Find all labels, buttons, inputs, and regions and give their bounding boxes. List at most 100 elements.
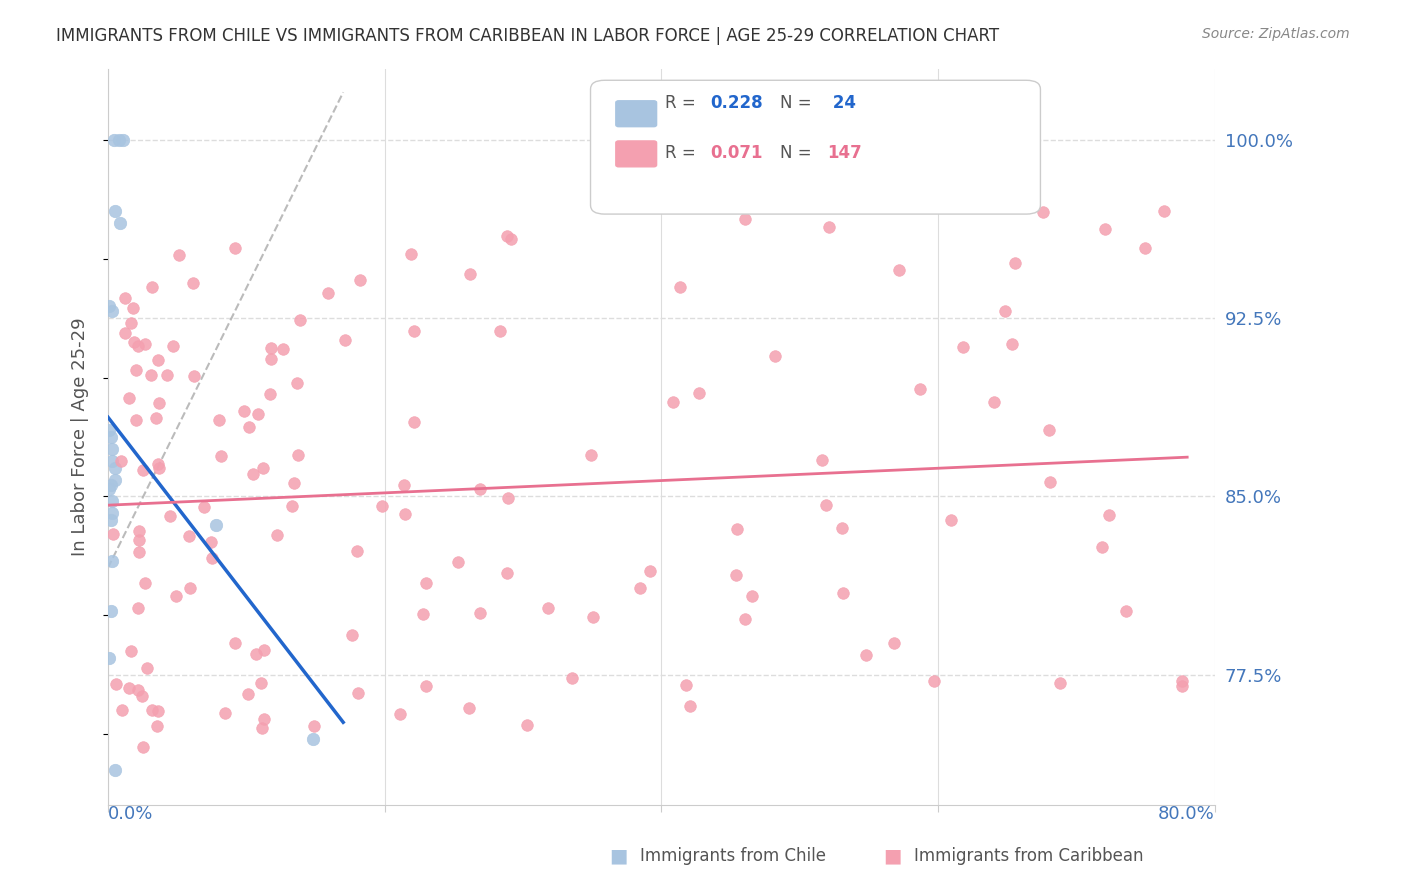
Point (121, 301, 143, 316)
Text: N =: N = (780, 94, 817, 112)
Point (135, 661, 157, 675)
Point (100, 513, 122, 527)
Point (101, 506, 124, 520)
Point (817, 219, 839, 234)
Point (1171, 679, 1194, 693)
Point (1032, 205, 1054, 219)
Point (128, 545, 150, 559)
Point (127, 601, 149, 615)
Point (148, 460, 170, 475)
Point (104, 763, 127, 777)
Text: Immigrants from Chile: Immigrants from Chile (640, 847, 825, 865)
Point (1098, 508, 1121, 523)
Point (98, 423, 121, 437)
Point (238, 420, 260, 434)
Point (165, 589, 187, 603)
Point (468, 606, 491, 620)
Point (1038, 423, 1060, 437)
Point (675, 678, 697, 692)
Point (347, 685, 370, 699)
Point (110, 216, 132, 230)
Point (638, 564, 661, 578)
Point (200, 534, 222, 549)
Point (669, 279, 692, 293)
Point (831, 521, 853, 535)
Point (193, 500, 215, 515)
Y-axis label: In Labor Force | Age 25-29: In Labor Force | Age 25-29 (72, 318, 89, 557)
Point (288, 312, 311, 326)
Point (402, 415, 425, 429)
Point (285, 376, 308, 391)
Point (458, 267, 481, 281)
Point (250, 721, 273, 735)
Point (101, 304, 124, 318)
Point (415, 679, 437, 693)
Point (179, 581, 201, 595)
Point (128, 524, 150, 539)
Point (939, 513, 962, 527)
Point (1004, 256, 1026, 270)
Point (134, 337, 156, 351)
Text: R =: R = (665, 94, 702, 112)
Text: N =: N = (780, 145, 817, 162)
Point (810, 452, 832, 467)
Point (236, 687, 259, 701)
Point (560, 671, 582, 685)
Point (114, 326, 136, 341)
Point (952, 340, 974, 354)
Point (415, 576, 437, 591)
Point (412, 607, 434, 621)
Point (628, 581, 651, 595)
Text: 147: 147 (827, 145, 862, 162)
Point (662, 395, 685, 409)
Point (883, 635, 905, 649)
Point (103, 527, 125, 541)
Point (333, 333, 356, 347)
Point (162, 339, 184, 353)
Point (100, 430, 122, 444)
Point (252, 461, 274, 475)
Point (108, 133, 131, 147)
Point (118, 391, 141, 405)
Point (537, 600, 560, 615)
Point (245, 647, 267, 661)
Point (302, 719, 325, 733)
Point (349, 272, 371, 286)
Point (156, 368, 179, 382)
Point (114, 291, 136, 305)
Point (1091, 540, 1114, 554)
Point (125, 362, 148, 376)
Point (104, 461, 127, 475)
Point (131, 689, 153, 703)
Point (496, 566, 519, 580)
Point (205, 518, 228, 533)
Point (209, 449, 232, 463)
Point (104, 204, 127, 219)
Point (1153, 204, 1175, 219)
Point (112, 133, 135, 147)
Point (259, 341, 281, 355)
Point (392, 477, 415, 491)
Point (110, 454, 132, 468)
Point (271, 342, 294, 356)
Point (1039, 475, 1062, 489)
Point (183, 369, 205, 384)
Point (214, 706, 236, 720)
Point (148, 457, 170, 471)
Point (120, 316, 142, 330)
Point (100, 477, 122, 491)
Text: Immigrants from Caribbean: Immigrants from Caribbean (914, 847, 1143, 865)
Point (458, 701, 481, 715)
Point (145, 411, 167, 425)
Point (446, 554, 468, 568)
Point (145, 719, 167, 733)
Point (496, 491, 519, 505)
Point (260, 352, 283, 367)
Point (242, 467, 264, 481)
Point (146, 353, 169, 368)
Point (908, 382, 931, 396)
Point (301, 731, 323, 746)
Point (141, 280, 163, 294)
Point (815, 498, 838, 512)
Point (208, 413, 231, 427)
